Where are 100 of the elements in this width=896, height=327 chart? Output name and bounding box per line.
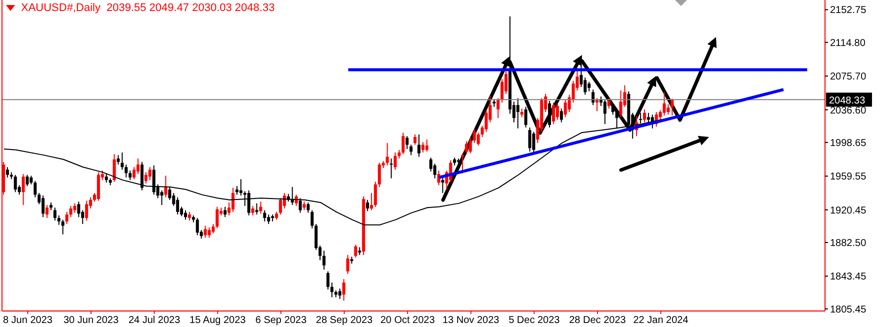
ref-line-label: 2048.33 <box>829 96 866 107</box>
candlestick <box>556 102 559 120</box>
candlestick <box>378 162 381 188</box>
candlestick <box>144 172 148 184</box>
candlestick <box>524 106 528 128</box>
candlestick <box>666 104 670 116</box>
candlestick <box>61 219 64 235</box>
candlestick <box>342 278 346 302</box>
candlestick <box>77 201 80 218</box>
candlestick <box>22 174 25 206</box>
candlestick <box>85 200 88 222</box>
candlestick <box>330 282 334 298</box>
candlestick <box>164 175 168 198</box>
candlestick <box>120 152 124 170</box>
candlestick <box>437 170 440 186</box>
candlestick <box>394 152 397 170</box>
candlestick <box>642 108 646 123</box>
candlestick <box>472 128 476 144</box>
y-tick-label: 2114.80 <box>830 38 866 49</box>
candlestick <box>160 190 164 206</box>
candlestick <box>26 174 29 187</box>
candlestick <box>184 210 188 220</box>
candlestick <box>414 134 416 146</box>
x-tick-label: 30 Jun 2023 <box>63 315 119 326</box>
y-tick-label: 2036.60 <box>830 105 867 116</box>
candlestick <box>65 211 68 224</box>
x-tick-label: 22 Jan 2024 <box>633 315 689 326</box>
candlestick <box>176 196 180 216</box>
candlestick <box>588 81 591 92</box>
candlestick <box>386 142 389 166</box>
candlestick <box>410 144 413 156</box>
candlestick <box>42 195 45 218</box>
candlestick <box>263 210 266 222</box>
candlestick <box>322 250 326 270</box>
candlestick <box>560 108 563 123</box>
y-tick-label: 1920.45 <box>830 205 867 216</box>
candlestick <box>552 102 555 125</box>
candlestick <box>152 164 156 196</box>
x-tick-label: 15 Aug 2023 <box>190 315 246 326</box>
y-tick-label: 1843.45 <box>830 272 867 283</box>
candlestick <box>53 207 56 222</box>
candlestick <box>259 201 262 214</box>
candlestick <box>132 166 136 180</box>
candlestick <box>136 158 140 175</box>
y-tick-label: 1959.55 <box>830 172 867 183</box>
x-tick-label: 28 Sep 2023 <box>316 315 374 326</box>
candlestick <box>73 202 76 214</box>
candlestick <box>592 89 595 106</box>
candlestick <box>204 225 207 238</box>
chart-title: XAUUSD#,Daily <box>21 2 100 14</box>
candlestick <box>548 100 552 128</box>
candlestick <box>421 142 424 153</box>
candlestick <box>429 157 432 172</box>
candlestick <box>516 98 520 129</box>
x-tick-label: 28 Dec 2023 <box>569 315 626 326</box>
candlestick <box>370 192 373 211</box>
candlestick <box>441 176 444 194</box>
candlestick <box>326 270 330 290</box>
candlestick <box>247 190 250 216</box>
candlestick <box>374 181 377 208</box>
candlestick <box>670 98 674 116</box>
candlestick <box>532 131 536 155</box>
x-tick-label: 6 Sep 2023 <box>255 315 307 326</box>
x-tick-label: 8 Jun 2023 <box>2 315 53 326</box>
y-tick-label: 2152.75 <box>830 5 867 16</box>
annotation: 2039.55 2049.47 2030.03 2048.33 <box>106 2 275 14</box>
candlestick <box>346 254 350 274</box>
candlestick <box>6 166 9 178</box>
candlestick <box>496 98 500 119</box>
candlestick <box>57 214 60 226</box>
candlestick <box>196 217 199 236</box>
x-tick-label: 20 Oct 2023 <box>380 315 436 326</box>
candlestick <box>290 186 294 206</box>
candlestick <box>584 77 587 96</box>
candlestick <box>148 166 152 181</box>
candlestick <box>433 163 436 179</box>
candlestick <box>112 154 116 182</box>
candlestick <box>310 210 314 229</box>
candlestick <box>611 102 614 116</box>
x-tick-label: 24 Jul 2023 <box>128 315 181 326</box>
candlestick <box>128 170 132 181</box>
candlestick <box>69 205 72 218</box>
candlestick <box>251 205 254 216</box>
y-tick-label: 1998.65 <box>830 138 867 149</box>
candlestick <box>208 226 211 238</box>
y-tick-label: 1805.45 <box>830 304 867 316</box>
candlestick <box>140 161 144 191</box>
candlestick <box>464 140 468 155</box>
candlestick <box>231 187 234 212</box>
candlestick <box>224 206 227 218</box>
candlestick <box>468 137 472 154</box>
candlestick <box>239 178 242 196</box>
candlestick <box>603 99 606 125</box>
candlestick <box>406 136 409 150</box>
candlestick <box>619 90 622 118</box>
candlestick <box>580 64 583 88</box>
candlestick <box>282 192 286 209</box>
candlestick <box>425 139 428 152</box>
candlestick <box>338 288 342 300</box>
candlestick <box>596 98 599 112</box>
